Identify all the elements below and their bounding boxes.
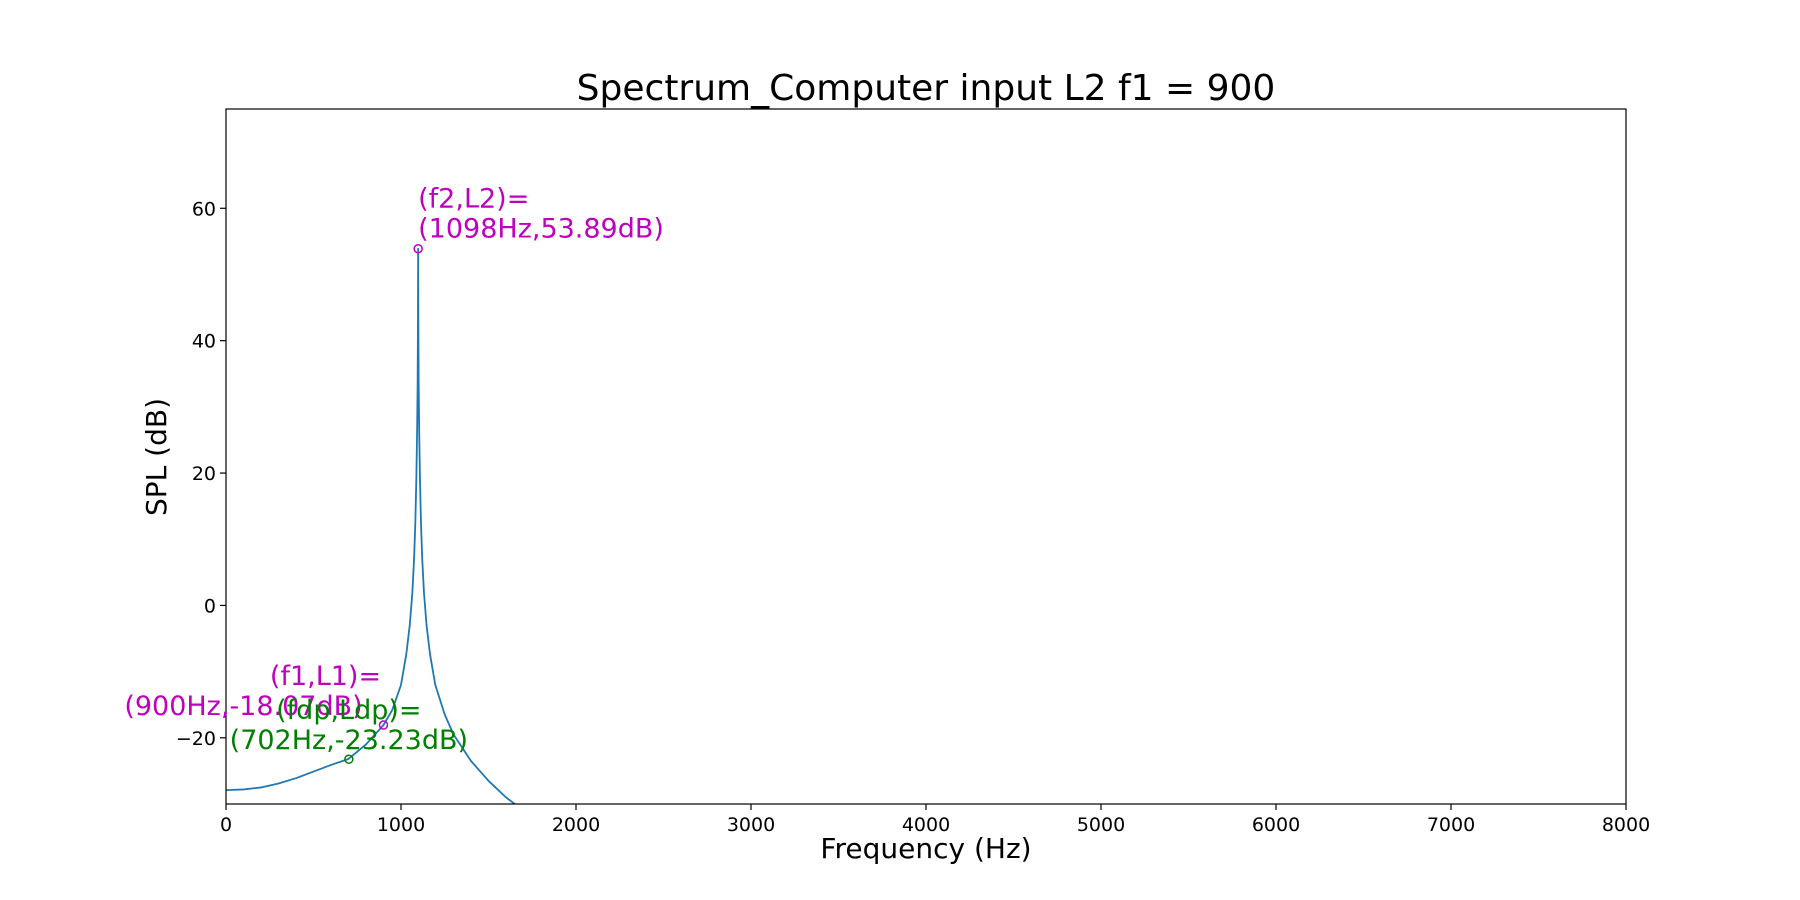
y-tick-label: 0 — [204, 595, 216, 617]
x-tick-label: 4000 — [902, 814, 950, 836]
annotation-fdp-line2: (702Hz,-23.23dB) — [230, 725, 468, 756]
x-tick-label: 5000 — [1077, 814, 1125, 836]
marker-fdp — [344, 754, 354, 764]
x-tick-label: 7000 — [1427, 814, 1475, 836]
x-tick-label: 3000 — [727, 814, 775, 836]
y-tick-label: 20 — [192, 463, 216, 485]
y-tick-label: 60 — [192, 198, 216, 220]
x-tick-label: 6000 — [1252, 814, 1300, 836]
marker-f1 — [378, 720, 389, 730]
x-tick-label: 2000 — [552, 814, 600, 836]
y-tick-label: −20 — [176, 728, 216, 750]
x-axis-title: Frequency (Hz) — [820, 832, 1031, 865]
annotation-f2-line2: (1098Hz,53.89dB) — [418, 214, 664, 245]
y-axis-title: SPL (dB) — [140, 398, 173, 516]
x-tick-label: 0 — [220, 814, 232, 836]
x-tick-label: 8000 — [1602, 814, 1650, 836]
annotation-fdp-line1: (fdp,Ldp)= — [276, 695, 421, 726]
x-tick-label: 1000 — [377, 814, 425, 836]
marker-f2 — [413, 243, 423, 254]
annotation-f1-line1: (f1,L1)= — [270, 661, 381, 692]
series-line-spectrum — [226, 247, 517, 804]
annotation-f2-line1: (f2,L2)= — [418, 184, 529, 215]
y-tick-label: 40 — [192, 331, 216, 353]
chart-title: Spectrum_Computer input L2 f1 = 900 — [577, 68, 1276, 109]
annotation-f1-line2: (900Hz,-18.07dB) — [124, 691, 362, 722]
